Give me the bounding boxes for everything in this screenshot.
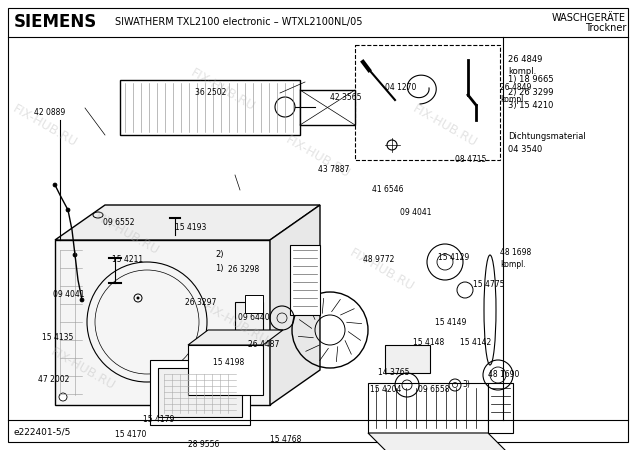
FancyArrowPatch shape <box>331 299 340 312</box>
Text: 04 1270: 04 1270 <box>385 83 417 92</box>
Text: FIX-HUB.RU: FIX-HUB.RU <box>93 210 162 258</box>
Text: 47 2002: 47 2002 <box>38 375 69 384</box>
Text: 41 6546: 41 6546 <box>372 185 403 194</box>
Text: 15 4170: 15 4170 <box>115 430 146 439</box>
Text: SIEMENS: SIEMENS <box>14 13 97 31</box>
Text: 28 9556: 28 9556 <box>188 440 219 449</box>
Text: 36 2502: 36 2502 <box>195 88 226 97</box>
Text: 42 3565: 42 3565 <box>330 93 361 102</box>
Text: 2) 26 3299: 2) 26 3299 <box>508 88 553 97</box>
Polygon shape <box>55 205 320 240</box>
Text: FIX-HUB.RU: FIX-HUB.RU <box>201 300 270 348</box>
Text: 2): 2) <box>215 251 223 260</box>
FancyArrowPatch shape <box>308 306 315 320</box>
Circle shape <box>53 183 57 187</box>
Bar <box>120 80 300 135</box>
Text: FIX-HUB.RU: FIX-HUB.RU <box>10 102 79 150</box>
Text: kompl.: kompl. <box>500 260 526 269</box>
Text: 15 4204: 15 4204 <box>370 385 401 394</box>
Bar <box>235 302 263 342</box>
Text: 15 4193: 15 4193 <box>175 223 206 232</box>
Text: FIX-HUB.RU: FIX-HUB.RU <box>411 102 480 150</box>
Text: 08 4715: 08 4715 <box>455 155 487 164</box>
Text: WASCHGERÄTE: WASCHGERÄTE <box>552 13 626 23</box>
Text: e222401-5/5: e222401-5/5 <box>14 428 71 436</box>
Text: FIX-HUB.RU: FIX-HUB.RU <box>347 246 416 294</box>
Text: 26 4487: 26 4487 <box>248 340 279 349</box>
Text: 26 4849
kompl.: 26 4849 kompl. <box>508 55 543 76</box>
Bar <box>150 360 250 425</box>
Text: 48 1690: 48 1690 <box>488 370 520 379</box>
Bar <box>385 345 430 373</box>
Circle shape <box>66 208 70 212</box>
Circle shape <box>73 253 77 257</box>
Text: 42 0889: 42 0889 <box>34 108 65 117</box>
Bar <box>290 245 320 315</box>
Text: 15 4179: 15 4179 <box>143 415 174 424</box>
Bar <box>158 368 242 417</box>
Text: 15 4142: 15 4142 <box>460 338 491 347</box>
Bar <box>300 90 355 125</box>
Text: 09 4041: 09 4041 <box>400 208 431 217</box>
Text: 15 4768: 15 4768 <box>270 435 301 444</box>
FancyArrowPatch shape <box>340 309 354 315</box>
Text: 15 4198: 15 4198 <box>213 358 244 367</box>
FancyArrowPatch shape <box>298 336 314 338</box>
Text: Trockner: Trockner <box>584 23 626 33</box>
Text: 26 3297: 26 3297 <box>185 298 216 307</box>
Text: 48 9772: 48 9772 <box>363 255 394 264</box>
Text: 1): 1) <box>215 264 223 273</box>
FancyArrowPatch shape <box>320 348 328 360</box>
FancyArrowPatch shape <box>306 345 319 351</box>
Text: 43 7887: 43 7887 <box>318 165 349 174</box>
Text: FIX-HUB.RU: FIX-HUB.RU <box>284 134 352 181</box>
Text: 15 4135: 15 4135 <box>42 333 73 342</box>
Text: 15 4148: 15 4148 <box>413 338 445 347</box>
Text: 14 3765: 14 3765 <box>378 368 410 377</box>
Bar <box>245 295 263 313</box>
Circle shape <box>80 298 84 302</box>
Text: 1) 18 9665: 1) 18 9665 <box>508 75 553 84</box>
Text: 3): 3) <box>462 381 470 390</box>
Text: SIWATHERM TXL2100 electronic – WTXL2100NL/05: SIWATHERM TXL2100 electronic – WTXL2100N… <box>115 17 363 27</box>
Text: 3) 15 4210: 3) 15 4210 <box>508 101 553 110</box>
FancyArrowPatch shape <box>349 332 361 340</box>
Bar <box>188 345 263 395</box>
Polygon shape <box>368 433 508 450</box>
Bar <box>488 383 513 433</box>
FancyArrowPatch shape <box>300 320 312 328</box>
FancyArrowPatch shape <box>347 322 362 324</box>
Circle shape <box>137 297 139 300</box>
Text: 09 6440: 09 6440 <box>238 313 270 322</box>
Bar <box>355 45 500 160</box>
FancyArrowPatch shape <box>336 346 338 362</box>
Text: FIX-HUB.RU: FIX-HUB.RU <box>188 66 257 114</box>
Text: 15 4775: 15 4775 <box>473 280 504 289</box>
Text: 26 4849: 26 4849 <box>500 83 531 92</box>
FancyArrowPatch shape <box>345 341 351 354</box>
Text: 09 4041: 09 4041 <box>53 290 85 299</box>
Text: 15 4129: 15 4129 <box>438 253 469 262</box>
FancyArrowPatch shape <box>322 298 324 313</box>
Text: 09 6552: 09 6552 <box>103 218 134 227</box>
Text: Dichtungsmaterial
04 3540: Dichtungsmaterial 04 3540 <box>508 132 586 154</box>
Bar <box>368 383 488 433</box>
Text: 26 3298: 26 3298 <box>228 265 259 274</box>
Text: 09 6558: 09 6558 <box>418 385 450 394</box>
Text: kompl.: kompl. <box>500 95 526 104</box>
Text: 15 4211: 15 4211 <box>112 255 143 264</box>
Polygon shape <box>270 205 320 405</box>
Bar <box>55 240 270 405</box>
Text: 15 4149: 15 4149 <box>435 318 466 327</box>
Circle shape <box>59 393 67 401</box>
Polygon shape <box>188 330 283 345</box>
Text: FIX-HUB.RU: FIX-HUB.RU <box>48 345 117 393</box>
Text: 48 1698: 48 1698 <box>500 248 531 257</box>
